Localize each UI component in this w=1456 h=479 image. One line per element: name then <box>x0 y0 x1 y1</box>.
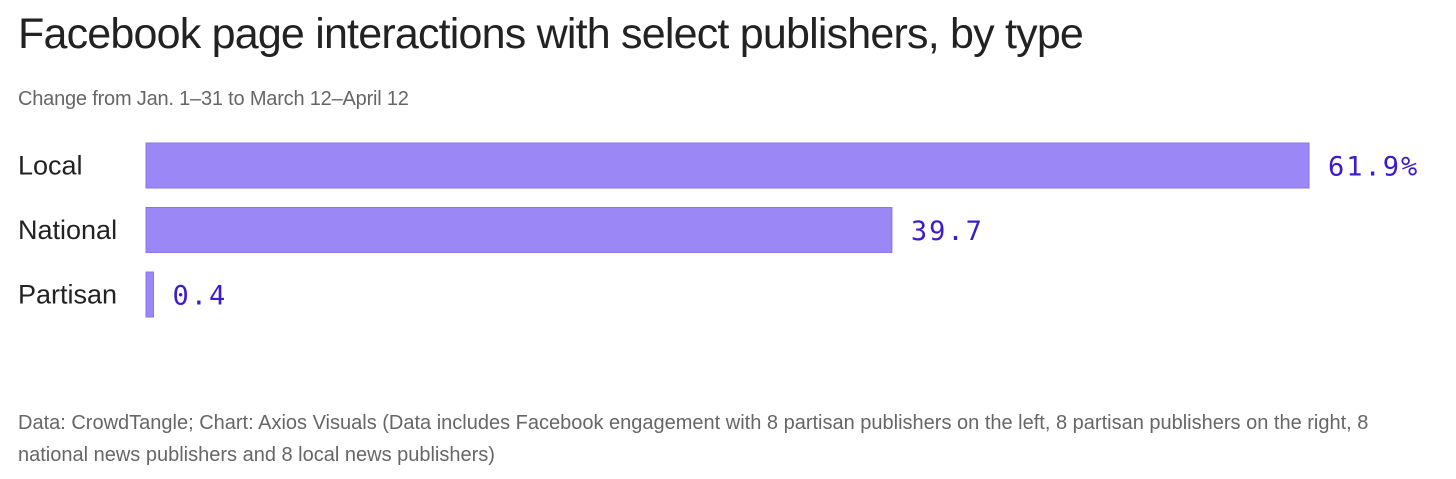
category-label: Local <box>18 151 83 181</box>
category-label: National <box>18 215 117 245</box>
value-label: 0.4 <box>173 281 228 312</box>
bar-partisan <box>145 271 155 318</box>
source-note: Data: CrowdTangle; Chart: Axios Visuals … <box>18 412 1369 466</box>
chart-title: Facebook page interactions with select p… <box>18 10 1084 58</box>
bar-national <box>145 207 893 253</box>
value-label: 39.7 <box>911 216 984 247</box>
value-label: 61.9% <box>1328 152 1419 183</box>
chart-subtitle: Change from Jan. 1–31 to March 12–April … <box>18 88 409 110</box>
bar-local <box>145 142 1310 189</box>
bar-chart: Local 61.9% National 39.7 Partisan 0.4 <box>18 142 1419 318</box>
category-label: Partisan <box>18 280 117 310</box>
